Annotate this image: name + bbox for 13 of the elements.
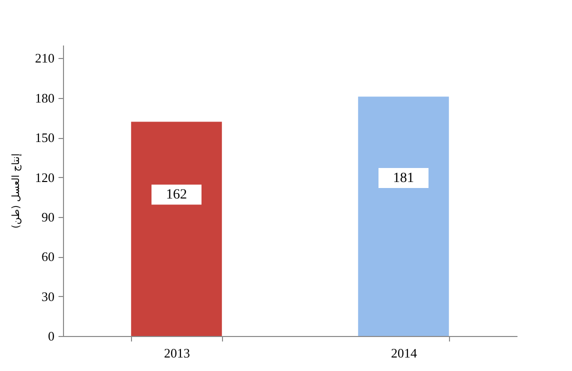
y-axis-title: إنتاج العسل (طن) [11, 153, 22, 228]
data-label: 181 [393, 170, 414, 186]
x-tick-label: 2013 [164, 346, 190, 360]
y-tick-label: 90 [42, 209, 54, 224]
y-tick-label: 30 [42, 288, 54, 304]
y-tick-label: 0 [48, 328, 54, 344]
y-tick-label: 150 [35, 130, 54, 146]
x-tick-label: 2014 [391, 346, 418, 360]
y-tick-label: 180 [35, 90, 54, 106]
y-tick-label: 210 [35, 50, 54, 66]
y-tick-label: 60 [42, 249, 54, 264]
data-label: 162 [166, 188, 187, 203]
y-tick-label: 120 [35, 170, 54, 185]
